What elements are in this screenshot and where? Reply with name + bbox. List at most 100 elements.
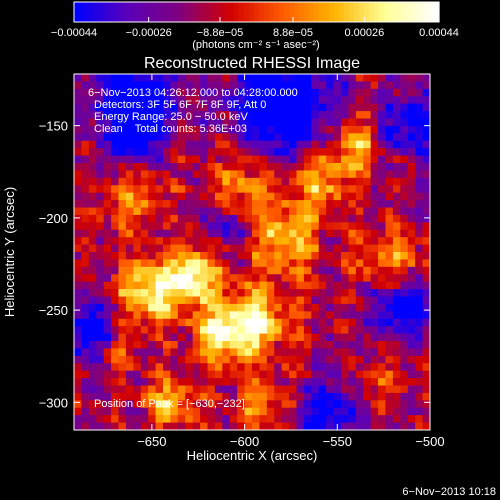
heatmap-cell (333, 133, 342, 142)
heatmap-cell (266, 422, 275, 430)
heatmap-cell (259, 140, 268, 149)
heatmap-cell (103, 422, 112, 430)
heatmap-cell (326, 370, 335, 379)
heatmap-cell (281, 274, 290, 283)
heatmap-cell (237, 378, 246, 386)
y-tick-label: −150 (39, 119, 68, 134)
heatmap-cell (125, 111, 134, 119)
heatmap-cell (289, 355, 297, 364)
heatmap-cell (326, 163, 335, 171)
heatmap-cell (170, 88, 179, 97)
heatmap-cell (281, 303, 290, 312)
heatmap-cell (244, 318, 253, 327)
heatmap-cell (81, 296, 90, 305)
heatmap-cell (148, 170, 157, 179)
heatmap-cell (214, 266, 223, 275)
heatmap-cell (311, 214, 320, 223)
heatmap-cell (385, 392, 394, 401)
heatmap-cell (148, 185, 157, 194)
heatmap-cell (326, 81, 335, 90)
heatmap-cell (222, 407, 231, 416)
heatmap-cell (415, 370, 424, 379)
heatmap-cell (140, 74, 149, 82)
heatmap-cell (370, 363, 379, 372)
heatmap-cell (229, 370, 238, 379)
heatmap-cell (259, 274, 268, 283)
heatmap-cell (103, 88, 112, 97)
heatmap-cell (274, 281, 283, 290)
heatmap-cell (281, 259, 290, 268)
heatmap-cell (289, 311, 297, 320)
heatmap-cell (96, 274, 105, 283)
heatmap-cell (274, 103, 283, 112)
heatmap-cell (355, 163, 364, 171)
heatmap-cell (333, 326, 342, 335)
heatmap-cell (133, 81, 142, 90)
heatmap-cell (333, 163, 342, 171)
heatmap-cell (222, 333, 231, 342)
heatmap-cell (185, 378, 194, 386)
heatmap-cell (303, 237, 312, 246)
heatmap-cell (237, 348, 246, 357)
heatmap-cell (125, 222, 134, 231)
heatmap-cell (222, 311, 231, 320)
colorbar-cell (339, 2, 345, 22)
heatmap-cell (333, 125, 342, 134)
heatmap-cell (192, 266, 201, 275)
heatmap-cell (185, 170, 194, 179)
heatmap-cell (244, 133, 253, 142)
heatmap-cell (422, 170, 430, 179)
heatmap-cell (392, 200, 401, 208)
heatmap-cell (229, 348, 238, 357)
heatmap-cell (81, 289, 90, 297)
heatmap-cell (252, 222, 260, 231)
heatmap-cell (192, 303, 201, 312)
heatmap-cell (185, 266, 194, 275)
heatmap-cell (214, 333, 223, 342)
heatmap-cell (259, 192, 268, 201)
heatmap-cell (311, 355, 320, 364)
heatmap-cell (289, 214, 297, 223)
heatmap-cell (229, 229, 238, 238)
heatmap-cell (96, 415, 105, 424)
heatmap-cell (207, 103, 216, 112)
heatmap-cell (281, 214, 290, 223)
heatmap-cell (348, 333, 357, 342)
heatmap-cell (214, 118, 223, 127)
heatmap-cell (378, 318, 386, 327)
heatmap-cell (155, 259, 164, 268)
heatmap-cell (363, 103, 372, 112)
heatmap-cell (296, 296, 305, 305)
heatmap-cell (355, 385, 364, 394)
heatmap-cell (422, 237, 430, 246)
heatmap-cell (103, 400, 112, 409)
heatmap-cell (274, 348, 283, 357)
heatmap-cell (81, 392, 90, 401)
heatmap-cell (170, 422, 179, 430)
heatmap-cell (111, 333, 119, 342)
heatmap-cell (281, 207, 290, 216)
heatmap-cell (392, 237, 401, 246)
heatmap-cell (311, 370, 320, 379)
heatmap-cell (281, 177, 290, 186)
heatmap-cell (341, 274, 349, 283)
heatmap-cell (311, 378, 320, 386)
heatmap-cell (407, 103, 416, 112)
heatmap-cell (318, 333, 327, 342)
heatmap-cell (118, 133, 127, 142)
heatmap-cell (363, 252, 372, 260)
heatmap-cell (125, 252, 134, 260)
heatmap-image (74, 74, 430, 430)
heatmap-cell (207, 348, 216, 357)
heatmap-cell (222, 222, 231, 231)
heatmap-cell (341, 118, 349, 127)
heatmap-cell (348, 237, 357, 246)
heatmap-cell (207, 341, 216, 349)
heatmap-cell (133, 370, 142, 379)
heatmap-cell (318, 163, 327, 171)
heatmap-cell (214, 81, 223, 90)
heatmap-cell (96, 355, 105, 364)
heatmap-cell (266, 296, 275, 305)
heatmap-cell (125, 170, 134, 179)
heatmap-cell (200, 415, 208, 424)
